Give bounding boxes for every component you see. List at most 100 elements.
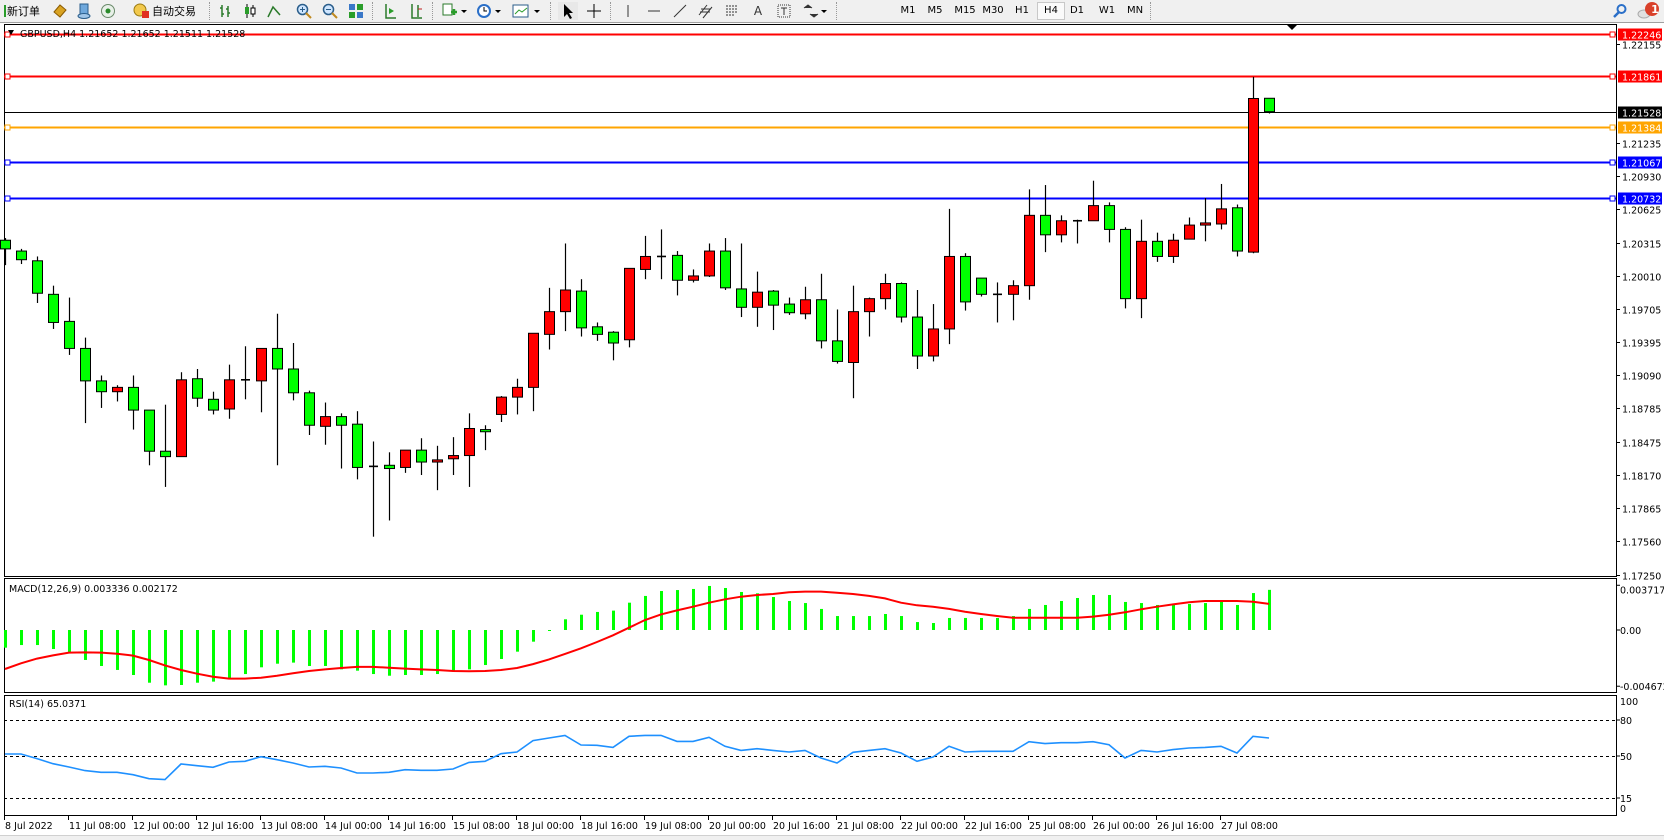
time-label: 14 Jul 00:00: [325, 821, 382, 832]
macd-histogram-bar: [452, 630, 455, 671]
candle: [145, 410, 155, 465]
price-tag-label: 1.21384: [1622, 124, 1661, 135]
candle: [577, 279, 587, 336]
chart-shift-marker-icon[interactable]: [1287, 25, 1297, 30]
line-handle-right[interactable]: [1610, 32, 1615, 37]
time-label: 15 Jul 08:00: [453, 821, 510, 832]
macd-histogram-bar: [68, 630, 71, 653]
macd-histogram-bar: [1252, 593, 1255, 630]
candle-body: [609, 332, 619, 343]
line-handle-left[interactable]: [5, 74, 10, 79]
line-handle-left[interactable]: [5, 160, 10, 165]
candle: [1201, 198, 1211, 241]
candle: [865, 298, 875, 337]
candle-body: [337, 417, 347, 426]
price-tag-label: 1.21067: [1622, 159, 1661, 170]
macd-histogram-bar: [900, 616, 903, 630]
candle-body: [977, 278, 987, 294]
candle-body: [737, 289, 747, 307]
status-strip: [0, 835, 1664, 840]
price-tick-label: 1.18785: [1622, 405, 1661, 416]
macd-histogram-bar: [356, 630, 359, 671]
candle-body: [1089, 206, 1099, 221]
candle-body: [513, 387, 523, 397]
candle-body: [257, 348, 267, 380]
candle-body: [1121, 229, 1131, 298]
candle: [449, 437, 459, 475]
line-handle-left[interactable]: [5, 196, 10, 201]
macd-histogram-bar: [532, 630, 535, 642]
rsi-axis-label: 80: [1620, 716, 1632, 727]
macd-histogram-bar: [1172, 605, 1175, 630]
candle-body: [1, 240, 11, 249]
candle: [1169, 234, 1179, 263]
macd-histogram-bar: [788, 601, 791, 630]
macd-histogram-bar: [116, 630, 119, 670]
line-handle-right[interactable]: [1610, 125, 1615, 130]
candle-body: [1249, 98, 1259, 252]
price-tick-label: 1.17560: [1622, 538, 1661, 549]
candle: [769, 290, 779, 330]
line-handle-right[interactable]: [1610, 196, 1615, 201]
macd-histogram-bar: [916, 622, 919, 630]
candle-body: [433, 460, 443, 462]
candle-body: [305, 393, 315, 425]
macd-histogram-bar: [1108, 595, 1111, 630]
candle: [641, 236, 651, 279]
macd-histogram-bar: [20, 630, 23, 645]
candle-body: [33, 261, 43, 293]
candle-body: [1233, 208, 1243, 251]
macd-histogram-bar: [36, 630, 39, 645]
line-handle-right[interactable]: [1610, 160, 1615, 165]
candle-body: [1217, 209, 1227, 224]
candle-body: [129, 387, 139, 410]
macd-histogram-bar: [548, 630, 551, 631]
candle-body: [897, 284, 907, 318]
candle-body: [945, 256, 955, 328]
candle: [1041, 185, 1051, 252]
candle: [1153, 233, 1163, 262]
candle-body: [1137, 241, 1147, 298]
candle-body: [161, 451, 171, 456]
macd-histogram-bar: [308, 630, 311, 666]
macd-histogram-bar: [852, 616, 855, 630]
line-handle-left[interactable]: [5, 125, 10, 130]
macd-histogram-bar: [436, 630, 439, 674]
macd-histogram-bar: [1268, 590, 1271, 630]
candle: [753, 272, 763, 327]
candle-body: [353, 424, 363, 467]
macd-histogram-bar: [772, 597, 775, 630]
candle: [273, 314, 283, 465]
candle-body: [49, 294, 59, 322]
candle-body: [833, 341, 843, 362]
price-tick-label: 1.18475: [1622, 439, 1661, 450]
candle-body: [1201, 223, 1211, 225]
candle: [705, 243, 715, 277]
candle: [81, 338, 91, 423]
candle-body: [1009, 286, 1019, 295]
macd-histogram-bar: [1028, 609, 1031, 630]
candle-body: [785, 304, 795, 313]
candle: [529, 333, 539, 411]
candle: [209, 392, 219, 415]
candle: [817, 274, 827, 349]
macd-histogram-bar: [228, 630, 231, 678]
candle: [417, 438, 427, 475]
candle-body: [321, 417, 331, 427]
candle-body: [625, 268, 635, 339]
time-label: 19 Jul 08:00: [645, 821, 702, 832]
candle: [113, 385, 123, 401]
macd-histogram-bar: [484, 630, 487, 665]
line-handle-left[interactable]: [5, 32, 10, 37]
line-handle-right[interactable]: [1610, 74, 1615, 79]
candle: [785, 298, 795, 315]
candle-body: [449, 456, 459, 459]
candle: [1, 238, 11, 265]
candle-body: [545, 312, 555, 335]
chart-header: GBPUSD,H4 1.21652 1.21652 1.21511 1.2152…: [20, 29, 245, 40]
macd-histogram-bar: [580, 615, 583, 630]
candle: [945, 209, 955, 344]
candle: [977, 278, 987, 296]
macd-histogram-bar: [644, 596, 647, 630]
